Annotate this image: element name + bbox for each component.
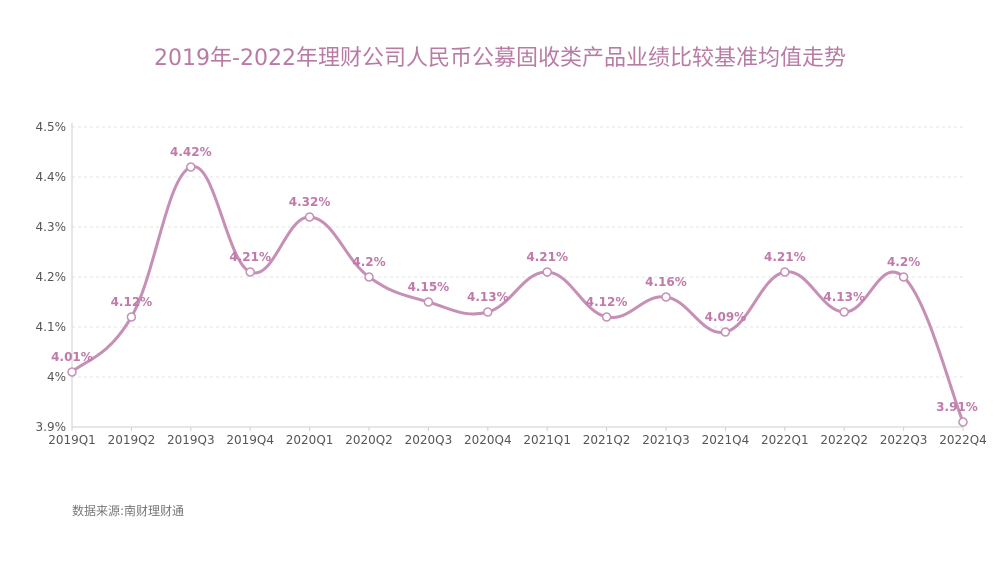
x-tick-label: 2019Q1 bbox=[48, 433, 96, 447]
data-label: 4.09% bbox=[705, 310, 747, 324]
x-tick-label: 2022Q4 bbox=[939, 433, 987, 447]
x-tick-label: 2019Q3 bbox=[167, 433, 215, 447]
x-tick-label: 2022Q3 bbox=[880, 433, 928, 447]
x-tick-label: 2019Q4 bbox=[226, 433, 274, 447]
data-point bbox=[423, 297, 434, 307]
data-label: 4.21% bbox=[526, 250, 568, 264]
data-point bbox=[364, 272, 374, 282]
data-label: 4.12% bbox=[586, 295, 628, 309]
data-label: 4.16% bbox=[645, 275, 687, 289]
data-label: 4.2% bbox=[352, 255, 385, 269]
data-point bbox=[720, 327, 731, 337]
y-tick-label: 4.2% bbox=[36, 270, 67, 284]
x-tick-label: 2020Q3 bbox=[405, 433, 453, 447]
data-label: 4.13% bbox=[823, 290, 865, 304]
data-point bbox=[483, 307, 493, 317]
data-label: 4.01% bbox=[51, 350, 93, 364]
y-tick-label: 4.5% bbox=[36, 120, 67, 134]
data-point bbox=[304, 212, 315, 222]
x-tick-label: 2019Q2 bbox=[108, 433, 156, 447]
y-tick-label: 4.1% bbox=[36, 320, 67, 334]
data-label: 3.91% bbox=[936, 400, 978, 414]
data-label: 4.2% bbox=[887, 255, 920, 269]
data-label: 4.21% bbox=[764, 250, 806, 264]
data-point bbox=[601, 312, 612, 322]
x-tick-label: 2021Q3 bbox=[642, 433, 690, 447]
y-tick-label: 4% bbox=[47, 370, 66, 384]
data-point bbox=[67, 367, 77, 377]
x-tick-label: 2021Q1 bbox=[523, 433, 571, 447]
y-tick-label: 4.4% bbox=[36, 170, 67, 184]
data-point bbox=[958, 417, 968, 427]
data-point bbox=[839, 307, 849, 317]
y-tick-label: 3.9% bbox=[36, 420, 67, 434]
data-source-note: 数据来源:南财理财通 bbox=[72, 504, 185, 518]
data-label: 4.42% bbox=[170, 145, 212, 159]
data-point bbox=[245, 267, 255, 277]
x-tick-label: 2022Q1 bbox=[761, 433, 809, 447]
data-label: 4.15% bbox=[408, 280, 450, 294]
data-point bbox=[661, 292, 671, 302]
data-point bbox=[542, 267, 552, 277]
x-tick-label: 2020Q2 bbox=[345, 433, 393, 447]
series-line bbox=[70, 165, 965, 424]
x-tick-label: 2020Q4 bbox=[464, 433, 512, 447]
data-point bbox=[186, 162, 196, 172]
data-label: 4.12% bbox=[111, 295, 153, 309]
data-label: 4.32% bbox=[289, 195, 331, 209]
x-tick-label: 2022Q2 bbox=[820, 433, 868, 447]
x-tick-label: 2020Q1 bbox=[286, 433, 334, 447]
data-point bbox=[898, 272, 909, 282]
data-label: 4.13% bbox=[467, 290, 509, 304]
x-tick-label: 2021Q4 bbox=[702, 433, 750, 447]
data-label: 4.21% bbox=[229, 250, 271, 264]
x-tick-label: 2021Q2 bbox=[583, 433, 631, 447]
y-tick-label: 4.3% bbox=[36, 220, 67, 234]
data-point bbox=[780, 267, 790, 277]
chart-title: 2019年-2022年理财公司人民币公募固收类产品业绩比较基准均值走势 bbox=[154, 46, 846, 71]
data-point bbox=[126, 312, 137, 322]
